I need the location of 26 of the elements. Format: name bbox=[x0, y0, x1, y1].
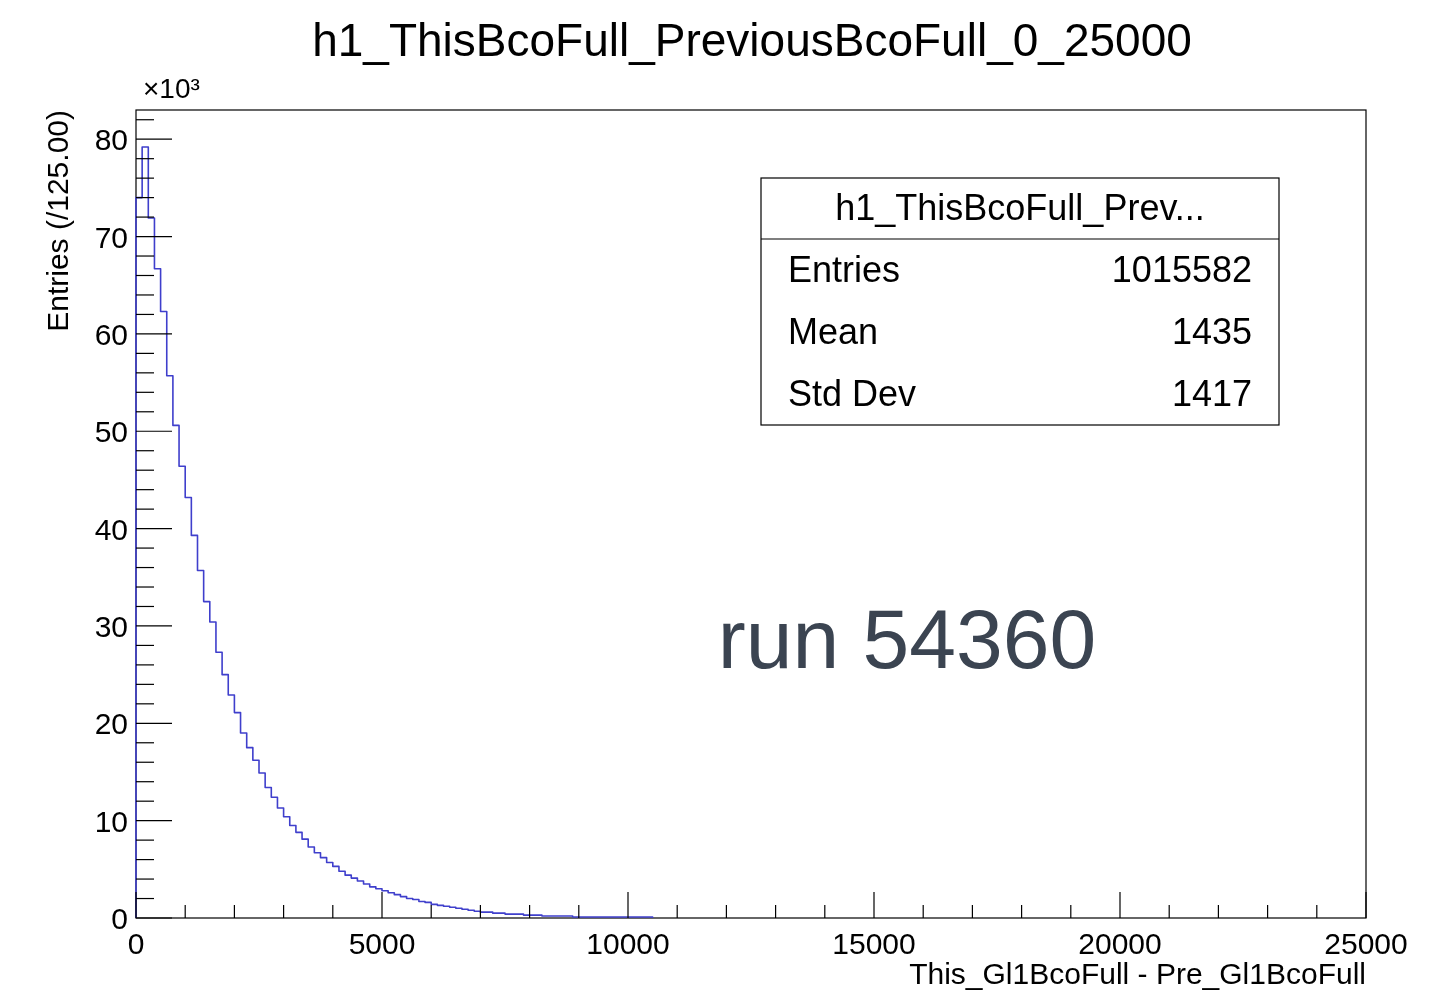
y-tick-label: 20 bbox=[94, 707, 128, 741]
annotation: Entries bbox=[788, 249, 901, 290]
y-tick-label: 50 bbox=[94, 415, 128, 449]
x-tick-label: 10000 bbox=[586, 927, 670, 960]
annotation: 1435 bbox=[1171, 311, 1252, 352]
annotation: h1_ThisBcoFull_Prev... bbox=[835, 187, 1205, 228]
y-axis-title: Entries (/125.00) bbox=[41, 110, 74, 332]
y-tick-label: 70 bbox=[94, 220, 128, 254]
y-tick-label: 60 bbox=[94, 317, 128, 351]
chart-title: h1_ThisBcoFull_PreviousBcoFull_0_25000 bbox=[312, 14, 1192, 66]
annotation: 1015582 bbox=[1111, 249, 1252, 290]
y-tick-label: 40 bbox=[94, 512, 128, 546]
y-tick-label: 80 bbox=[94, 123, 128, 157]
y-tick-label: 30 bbox=[94, 609, 128, 643]
y-tick-label: 0 bbox=[111, 902, 128, 935]
x-axis-title: This_Gl1BcoFull - Pre_Gl1BcoFull bbox=[909, 957, 1366, 990]
x-tick-label: 25000 bbox=[1324, 927, 1408, 960]
y-tick-label: 10 bbox=[94, 804, 128, 838]
x-tick-label: 20000 bbox=[1078, 927, 1162, 960]
x-tick-label: 15000 bbox=[832, 927, 916, 960]
annotation: Std Dev bbox=[788, 373, 917, 414]
annotation: Mean bbox=[788, 311, 879, 352]
x-tick-label: 5000 bbox=[348, 927, 416, 960]
annotation: run 54360 bbox=[717, 592, 1097, 686]
text: ×10³ bbox=[143, 73, 200, 104]
annotation: 1417 bbox=[1171, 373, 1252, 414]
